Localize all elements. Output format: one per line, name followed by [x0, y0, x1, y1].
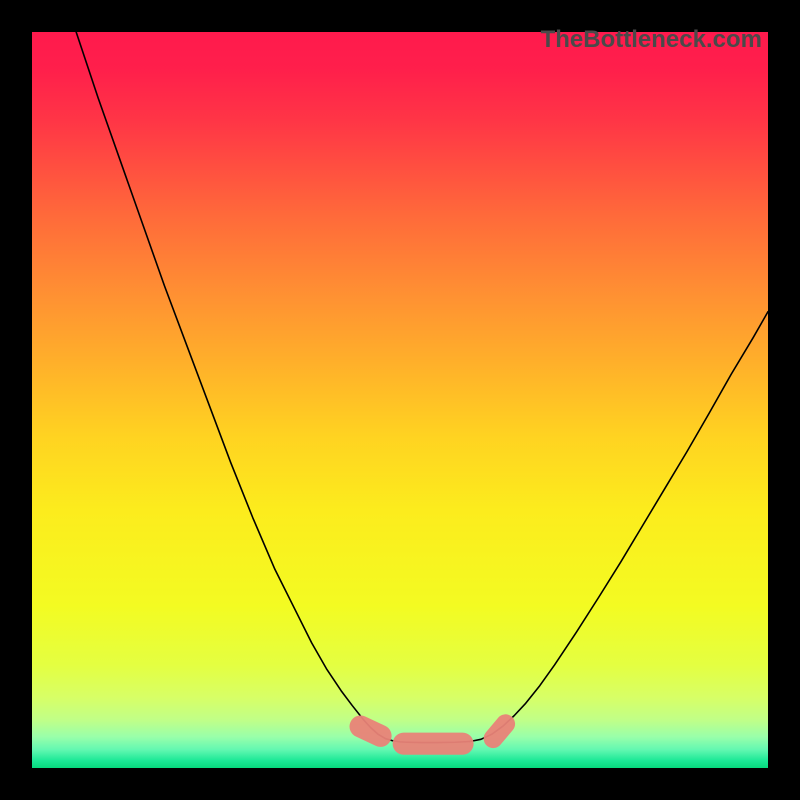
plot-background: [32, 32, 768, 768]
marker_bottom: [393, 733, 474, 755]
chart-container: TheBottleneck.com: [0, 0, 800, 800]
bottleneck-plot: [32, 32, 768, 768]
watermark-text: TheBottleneck.com: [541, 26, 762, 54]
